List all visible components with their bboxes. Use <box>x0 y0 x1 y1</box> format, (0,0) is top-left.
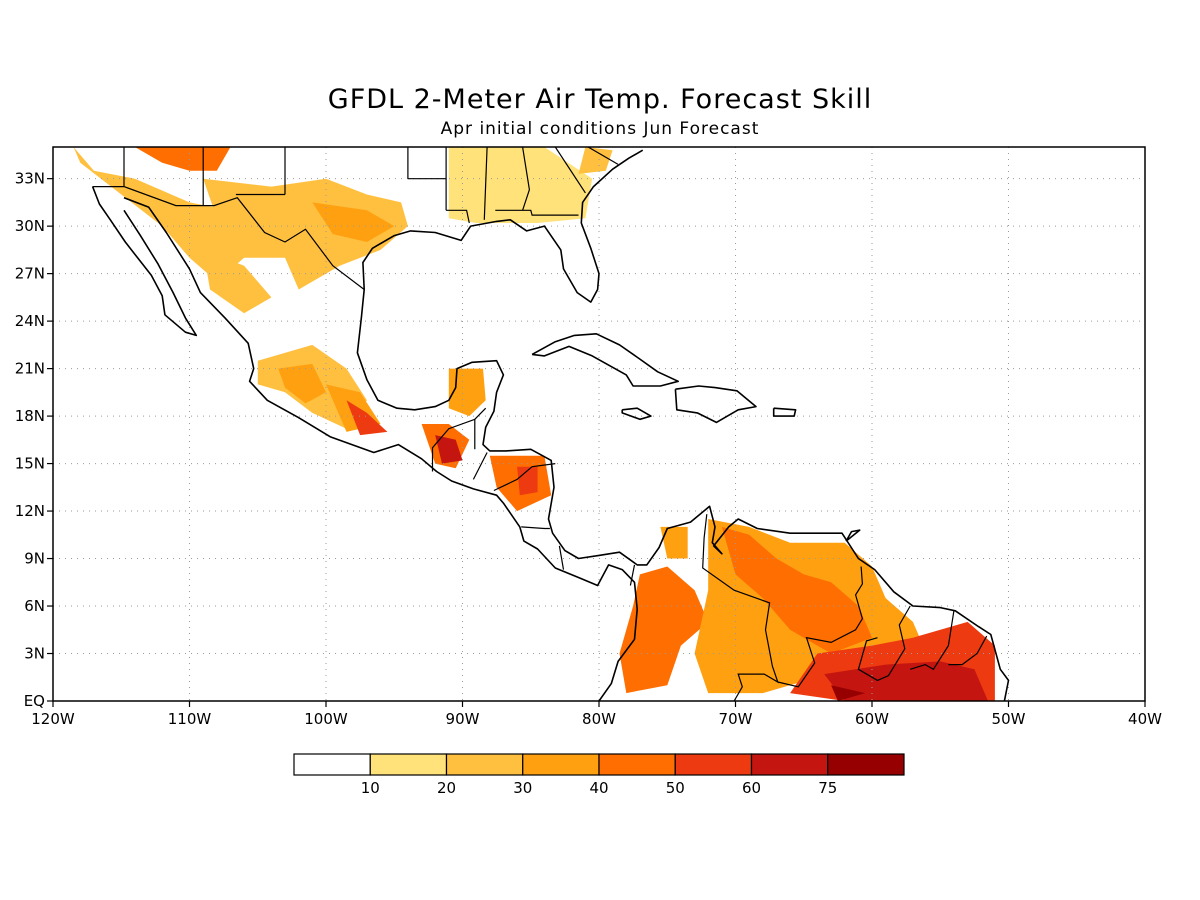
colorbar-swatch-0 <box>293 753 371 776</box>
border-20 <box>446 209 470 224</box>
lon-tick-label: 90W <box>446 710 480 728</box>
border-2 <box>474 407 487 420</box>
border-23 <box>495 209 579 216</box>
coastline-3 <box>362 149 644 303</box>
skill-region-2 <box>203 178 408 290</box>
colorbar-label: 10 <box>361 779 380 797</box>
skill-region-16 <box>660 526 688 559</box>
lat-tick-label: 3N <box>24 645 45 663</box>
skill-region-10 <box>346 400 388 436</box>
colorbar-label: 30 <box>513 779 532 797</box>
colorbar-swatch-6 <box>750 753 829 776</box>
border-0 <box>92 186 365 290</box>
border-9 <box>777 566 864 688</box>
lat-lon-grid <box>53 147 1145 701</box>
political-borders <box>92 147 988 701</box>
colorbar-swatch-3 <box>522 753 600 776</box>
colorbar-swatch-1 <box>369 753 448 776</box>
skill-region-22 <box>831 685 866 701</box>
colorbar-label: 60 <box>742 779 761 797</box>
colorbar: 10 20 30 40 50 60 75 <box>293 753 905 797</box>
skill-region-5 <box>578 147 613 174</box>
border-25 <box>587 147 619 165</box>
border-8 <box>702 514 779 701</box>
skill-region-12 <box>435 435 463 464</box>
coastline-6 <box>621 407 652 421</box>
border-1 <box>431 418 476 472</box>
lat-tick-label: 12N <box>15 502 45 520</box>
coastlines <box>91 149 1010 701</box>
lon-tick-label: 120W <box>31 710 75 728</box>
skill-region-19 <box>721 526 872 654</box>
lat-tick-label: 15N <box>15 455 45 473</box>
colorbar-swatch-7 <box>827 753 905 776</box>
border-10 <box>857 605 911 682</box>
colorbar-swatch-4 <box>598 753 676 776</box>
skill-region-1 <box>134 147 231 171</box>
border-3 <box>472 452 488 480</box>
border-7 <box>629 564 636 586</box>
lat-tick-label: 18N <box>15 407 45 425</box>
colorbar-swatch-2 <box>445 753 524 776</box>
coastline-2 <box>356 289 1010 701</box>
lon-tick-label: 40W <box>1128 710 1162 728</box>
border-24 <box>554 147 586 194</box>
map-subtitle: Apr initial conditions Jun Forecast <box>440 119 760 139</box>
border-12 <box>948 635 988 666</box>
border-6 <box>558 545 565 570</box>
skill-region-21 <box>824 661 988 701</box>
skill-region-3 <box>312 202 395 242</box>
colorbar-label: 40 <box>589 779 608 797</box>
lat-tick-label: 6N <box>24 597 45 615</box>
skill-region-17 <box>619 566 709 694</box>
border-11 <box>910 610 955 671</box>
lon-tick-label: 110W <box>168 710 212 728</box>
border-21 <box>483 147 488 220</box>
colorbar-label: 75 <box>818 779 837 797</box>
lat-tick-label: 30N <box>15 217 45 235</box>
skill-region-6 <box>203 249 272 314</box>
lon-tick-label: 100W <box>304 710 348 728</box>
coastline-7 <box>772 407 797 417</box>
lon-tick-label: 60W <box>855 710 889 728</box>
lon-tick-label: 70W <box>719 710 753 728</box>
border-4 <box>493 463 556 492</box>
colorbar-label: 20 <box>437 779 456 797</box>
skill-region-0 <box>73 147 299 282</box>
colorbar-label: 50 <box>666 779 685 797</box>
lon-tick-label: 50W <box>992 710 1026 728</box>
coastline-0 <box>91 186 198 337</box>
coastline-1 <box>123 196 639 701</box>
skill-region-13 <box>448 368 486 417</box>
lat-tick-label: EQ <box>24 692 45 710</box>
lat-tick-label: 9N <box>24 550 45 568</box>
colorbar-swatch-5 <box>674 753 753 776</box>
skill-region-15 <box>517 466 538 496</box>
lat-tick-label: 33N <box>15 170 45 188</box>
coastline-4 <box>531 332 680 387</box>
map-title: GFDL 2-Meter Air Temp. Forecast Skill <box>327 84 873 115</box>
border-22 <box>522 147 531 211</box>
longitude-ticks: 120W 110W 100W 90W 80W 70W 60W 50W 40W <box>31 701 1162 728</box>
coastline-8 <box>845 529 861 542</box>
border-5 <box>521 526 550 530</box>
lat-tick-label: 27N <box>15 265 45 283</box>
coastline-5 <box>674 385 757 424</box>
latitude-ticks: EQ 3N 6N 9N 12N 15N 18N 21N 24N 27N 30N 33N <box>15 170 53 710</box>
skill-region-8 <box>278 363 326 404</box>
lon-tick-label: 80W <box>582 710 616 728</box>
lat-tick-label: 24N <box>15 312 45 330</box>
lat-tick-label: 21N <box>15 360 45 378</box>
